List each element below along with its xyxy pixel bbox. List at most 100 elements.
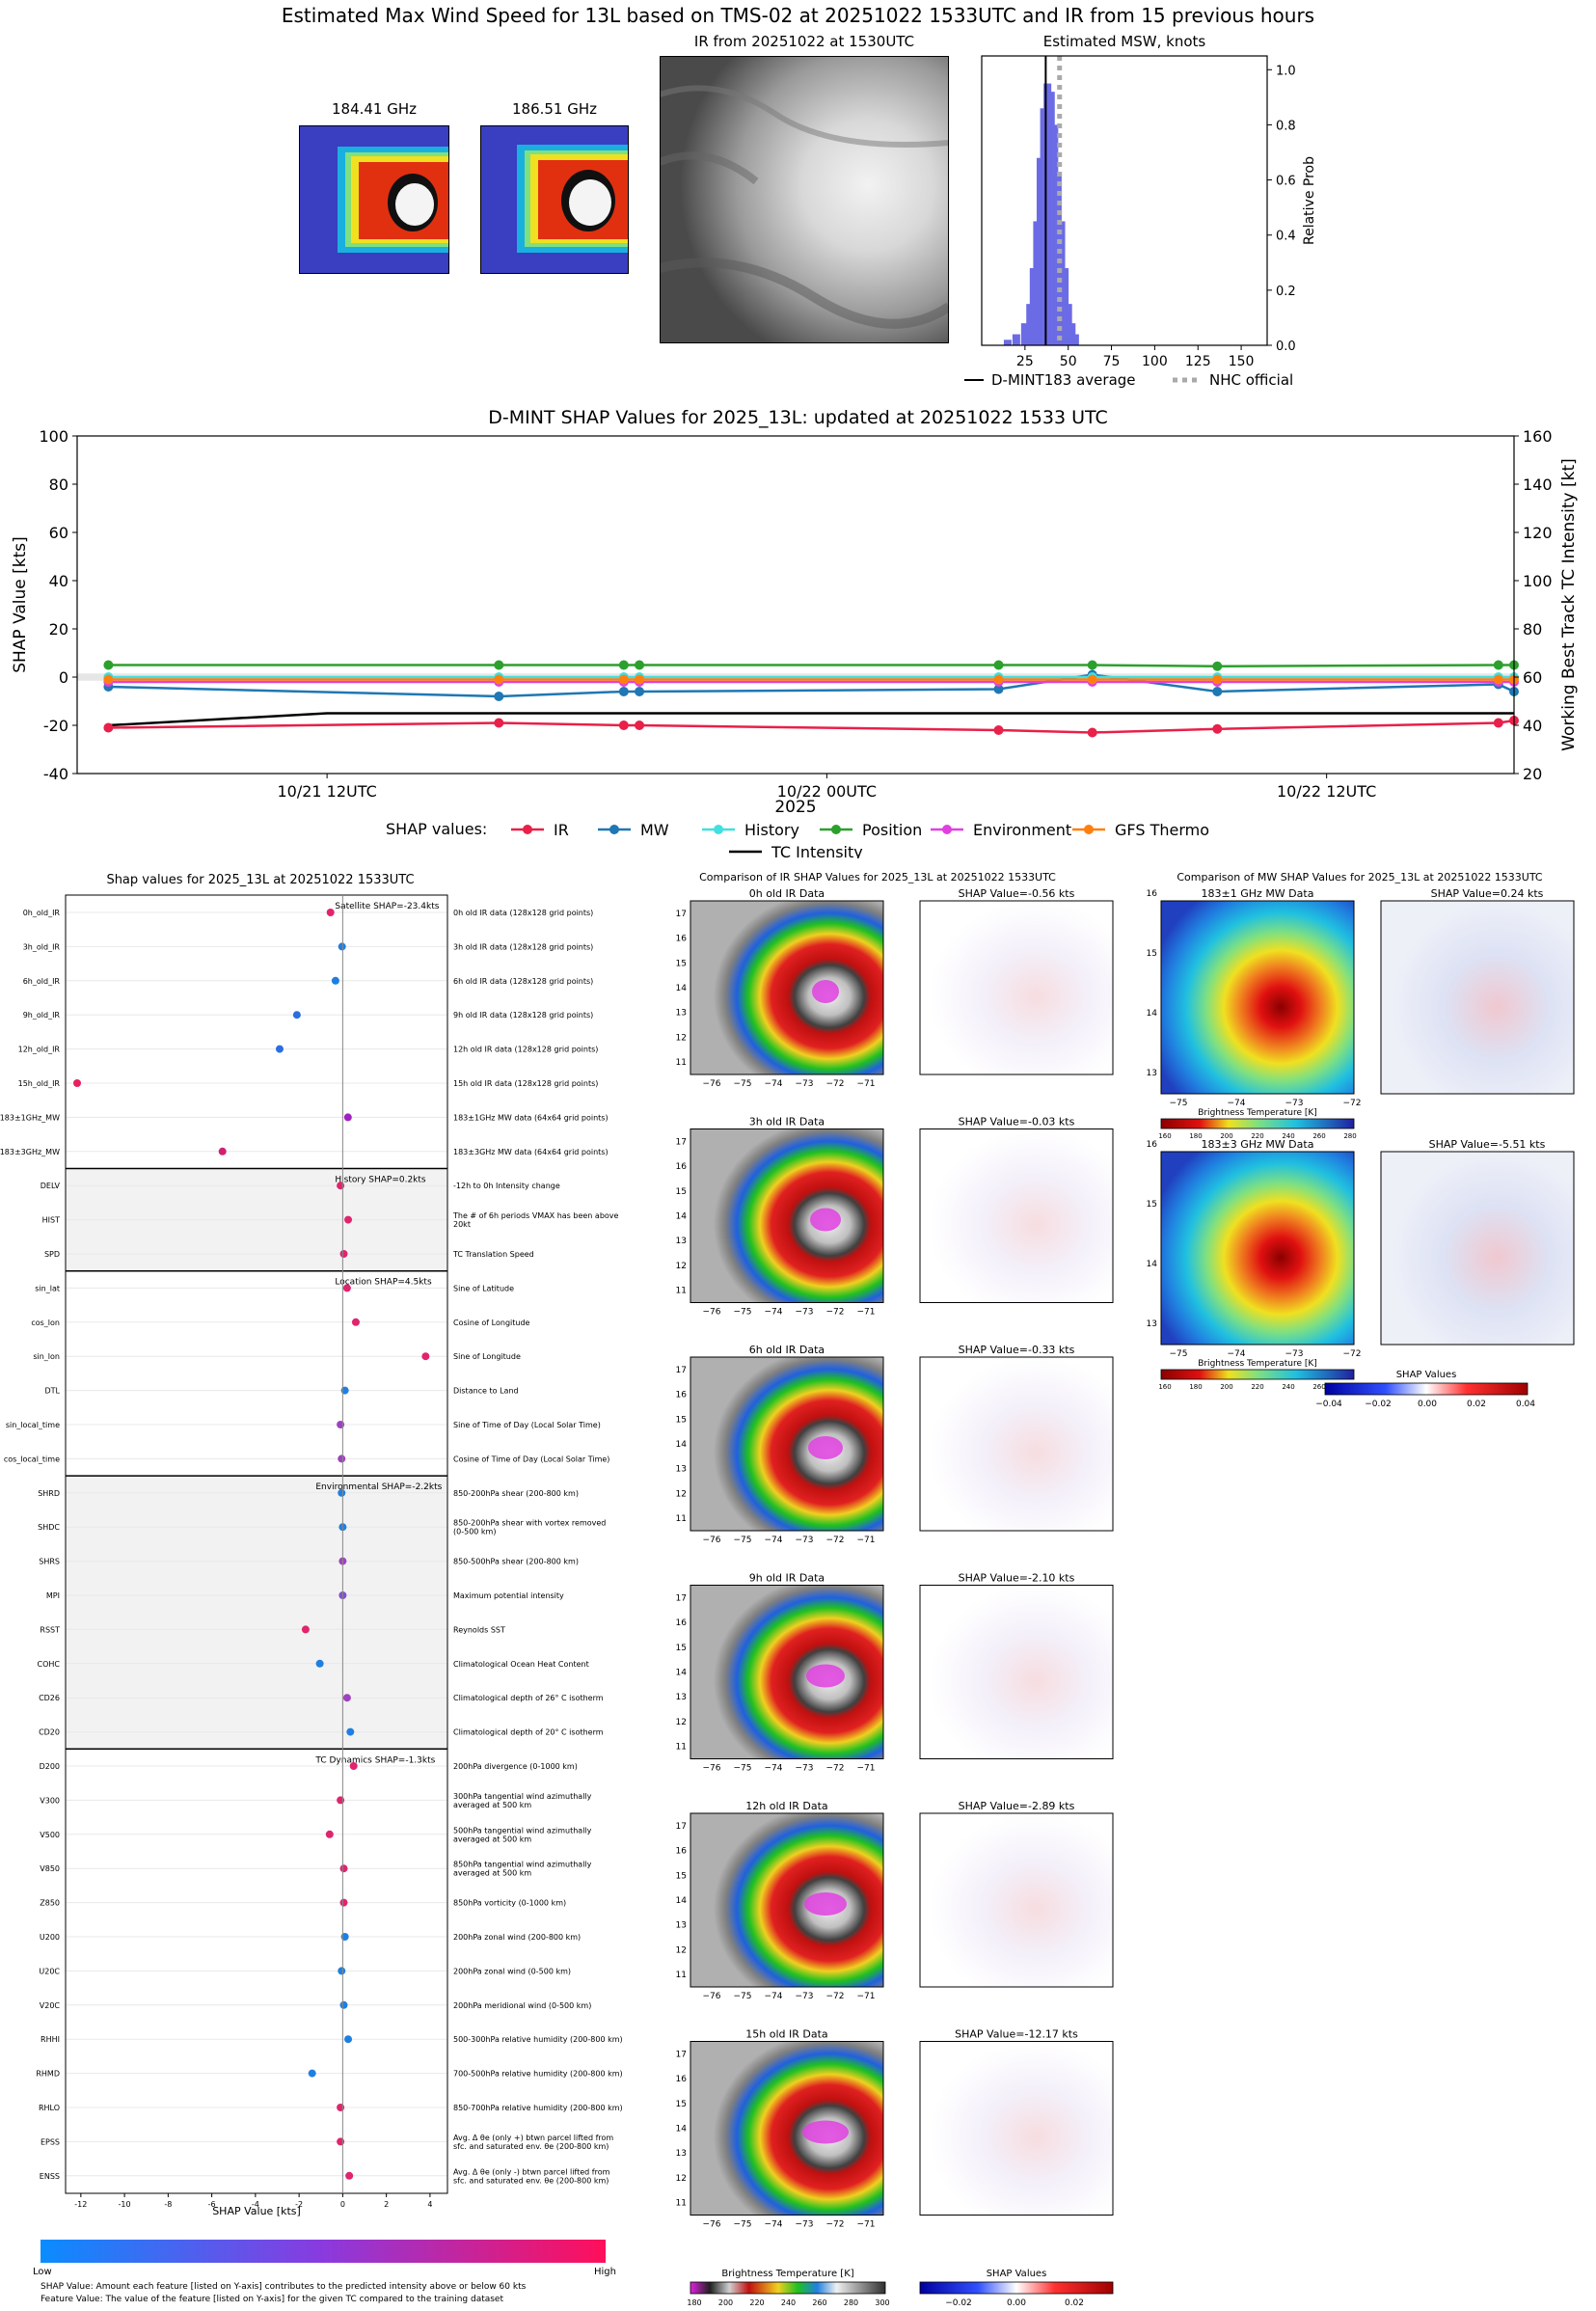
mw-xtick: −73 xyxy=(1285,1349,1304,1359)
mw-cbar-tick: 200 xyxy=(1220,1383,1232,1391)
mw-bt-colorbar xyxy=(1160,1369,1355,1380)
feature-shap-point xyxy=(337,2104,345,2111)
feature-name: V20C xyxy=(40,2001,61,2010)
series-point xyxy=(1493,674,1503,685)
ir-ytick: 12 xyxy=(676,1033,687,1043)
ir-shap-title: SHAP Value=-12.17 kts xyxy=(955,2028,1078,2041)
ir-xtick: −76 xyxy=(703,2220,721,2230)
mw-cbar-tick: 180 xyxy=(1189,1383,1202,1391)
ir-xtick: −76 xyxy=(703,1079,721,1089)
feature-name: 15h_old_IR xyxy=(18,1079,61,1088)
series-point xyxy=(1212,661,1223,671)
ir-ytick: 12 xyxy=(676,1945,687,1955)
feature-name: U20C xyxy=(39,1967,60,1975)
cold-cloud-top xyxy=(810,1208,841,1232)
ir-xtick: −72 xyxy=(826,1536,845,1545)
ts-ylabel-right: Working Best Track TC Intensity [kt] xyxy=(1559,458,1579,751)
series-point xyxy=(618,660,629,670)
ts-ytick-right: 120 xyxy=(1523,524,1553,542)
ir-cbar-tick: 180 xyxy=(687,2298,701,2307)
ts-xtick-label: 10/22 12UTC xyxy=(1277,782,1376,801)
feature-name: 183±3GHz_MW xyxy=(0,1148,60,1156)
hist-ylabel: Relative Prob xyxy=(1302,156,1317,245)
feature-shap-point xyxy=(338,1488,346,1497)
feature-shap-point xyxy=(343,1113,352,1122)
hist-ytick-label: 0.0 xyxy=(1276,340,1296,354)
ts-ytick-right: 80 xyxy=(1523,620,1542,639)
feature-name: sin_local_time xyxy=(6,1421,60,1429)
feature-description: Sine of Longitude xyxy=(453,1352,521,1361)
ir-xtick: −75 xyxy=(734,1308,752,1318)
feature-shap-point xyxy=(339,2000,348,2009)
feature-name: SHDC xyxy=(38,1523,60,1532)
ir-xtick: −71 xyxy=(857,1079,876,1089)
ts-xlabel: 2025 xyxy=(774,798,816,817)
feature-description: Avg. Δ θe (only +) btwn parcel lifted fr… xyxy=(453,2134,613,2151)
shap-xtick-label: 4 xyxy=(427,2200,432,2209)
mw-ytick: 13 xyxy=(1147,1069,1157,1078)
tc-intensity-line xyxy=(108,712,1514,727)
ts-legend-label: History xyxy=(744,821,799,839)
cold-cloud-top xyxy=(806,1664,845,1688)
feature-shap-point xyxy=(331,976,339,985)
ir-shap-map xyxy=(919,1812,1114,1988)
ir-shap-cbar-tick: 0.00 xyxy=(1007,2298,1026,2308)
ir-ytick: 12 xyxy=(676,1262,687,1271)
mw-cbar-tick: 240 xyxy=(1282,1132,1294,1140)
ir-ytick: 13 xyxy=(676,1009,687,1019)
feature-name: RSST xyxy=(40,1625,60,1634)
shap-xtick-label: -8 xyxy=(164,2200,172,2209)
ir-data-title: 9h old IR Data xyxy=(749,1572,825,1585)
feature-description: 850-200hPa shear with vortex removed (0-5… xyxy=(453,1519,606,1536)
cold-cloud-top xyxy=(802,2120,849,2144)
ir-data-image xyxy=(690,1356,884,1532)
mw-shap-title: SHAP Value=0.24 kts xyxy=(1431,887,1544,900)
ir-cbar-label: Brightness Temperature [K] xyxy=(721,2269,853,2279)
ir-xtick: −71 xyxy=(857,1536,876,1545)
mw-xtick: −73 xyxy=(1285,1099,1304,1108)
ir-xtick: −74 xyxy=(765,1536,783,1545)
mw-xtick: −74 xyxy=(1228,1349,1246,1359)
ts-ytick-left: -20 xyxy=(43,717,68,735)
feature-shap-point xyxy=(72,1079,81,1087)
shap-xlabel: SHAP Value [kts] xyxy=(212,2205,301,2217)
ir-ytick: 13 xyxy=(676,2149,687,2159)
feature-shap-point xyxy=(337,1796,345,1805)
ir-compare-grid: 0h old IR Data 11 12 13 14 15 16 17 −76 −75 −74 −73… xyxy=(676,887,1114,2308)
feature-shap-point xyxy=(342,1694,351,1702)
feature-shap-point xyxy=(308,2069,316,2078)
feature-description: 15h old IR data (128x128 grid points) xyxy=(453,1079,598,1088)
feature-shap-point xyxy=(342,1284,351,1292)
ir-ytick: 17 xyxy=(676,1822,687,1832)
ir-ytick: 17 xyxy=(676,1137,687,1147)
series-point xyxy=(993,725,1004,735)
ts-ytick-left: 0 xyxy=(59,668,68,687)
feature-description: 200hPa meridional wind (0-500 km) xyxy=(453,2001,591,2010)
feature-shap-point xyxy=(338,1455,346,1463)
ir-ytick: 17 xyxy=(676,1366,687,1375)
ir-ytick: 12 xyxy=(676,1718,687,1727)
ir-xtick: −74 xyxy=(765,1764,783,1774)
ir-shap-cbar-tick: 0.02 xyxy=(1065,2298,1084,2308)
ts-legend-label: MW xyxy=(640,821,669,839)
group-shap-label: TC Dynamics SHAP=-1.3kts xyxy=(314,1755,435,1765)
feature-description: 6h old IR data (128x128 grid points) xyxy=(453,977,593,986)
mw-xtick: −74 xyxy=(1228,1099,1246,1108)
ir-shap-map xyxy=(919,2041,1114,2216)
ir-data-image xyxy=(690,2041,884,2216)
ir-xtick: −76 xyxy=(703,1992,721,2001)
hist-xtick-label: 100 xyxy=(1142,354,1168,369)
ir-xtick: −72 xyxy=(826,1992,845,2001)
mw-shap-map xyxy=(1380,1151,1575,1346)
feature-description: Cosine of Time of Day (Local Solar Time) xyxy=(453,1455,609,1463)
feature-shap-point xyxy=(339,1898,348,1907)
feature-description: 200hPa zonal wind (0-500 km) xyxy=(453,1967,571,1975)
ir-xtick: −72 xyxy=(826,2220,845,2230)
ir-shap-title: SHAP Value=-0.03 kts xyxy=(959,1116,1075,1128)
feature-description: 850-200hPa shear (200-800 km) xyxy=(453,1489,579,1498)
series-point xyxy=(635,720,645,730)
feature-name: 12h_old_IR xyxy=(18,1046,61,1054)
feature-description: 200hPa zonal wind (200-800 km) xyxy=(453,1933,581,1942)
mw-shap-cbar-tick: −0.04 xyxy=(1315,1400,1342,1409)
hist-bar xyxy=(1012,334,1020,345)
